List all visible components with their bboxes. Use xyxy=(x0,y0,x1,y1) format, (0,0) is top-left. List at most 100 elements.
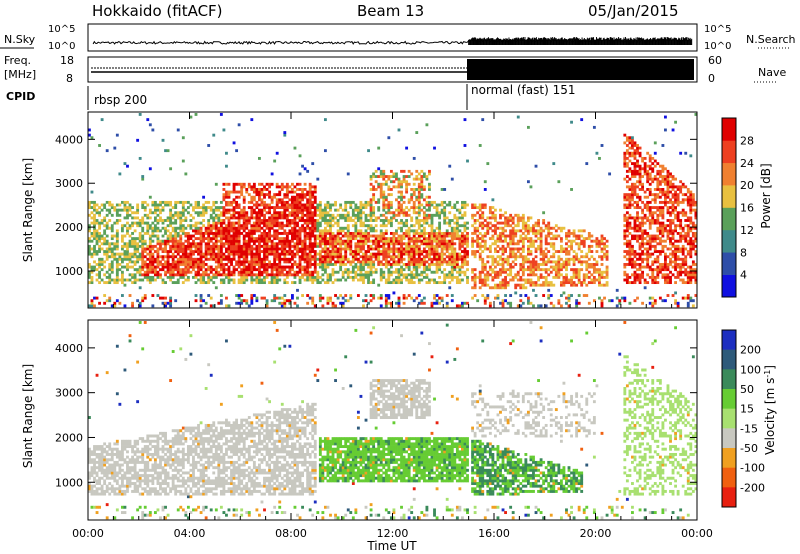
power-cell xyxy=(425,244,429,248)
power-cell xyxy=(334,260,337,264)
power-cell xyxy=(496,294,500,297)
power-cell xyxy=(159,200,162,204)
power-cell xyxy=(458,239,462,243)
power-cell xyxy=(232,221,236,225)
power-cell xyxy=(268,244,271,248)
power-cell xyxy=(146,224,150,228)
power-cell xyxy=(159,268,162,272)
power-cell xyxy=(420,270,424,274)
power-cell xyxy=(430,239,434,243)
power-cell xyxy=(197,211,200,215)
power-cell xyxy=(519,283,523,287)
power-cell xyxy=(288,301,292,305)
power-cell xyxy=(298,231,302,235)
power-cell xyxy=(392,216,396,220)
power-cell xyxy=(397,304,401,308)
power-cell xyxy=(293,200,297,204)
power-cell xyxy=(504,211,507,215)
power-cell xyxy=(471,216,474,220)
power-cell xyxy=(235,195,239,199)
power-cell xyxy=(296,188,299,191)
power-cell xyxy=(120,234,124,238)
power-cell xyxy=(141,219,145,222)
power-cell xyxy=(308,260,312,264)
power-cell xyxy=(103,203,107,207)
power-cell xyxy=(212,208,216,212)
power-cell xyxy=(126,255,129,259)
power-cell xyxy=(141,237,145,241)
power-cell xyxy=(313,206,317,210)
power-cell xyxy=(291,234,294,238)
power-cell xyxy=(245,231,249,235)
power-cell xyxy=(433,270,436,274)
power-cell xyxy=(159,219,162,222)
power-cell xyxy=(108,299,112,303)
power-cell xyxy=(225,190,228,194)
power-cell xyxy=(326,275,330,279)
power-cell xyxy=(237,206,241,210)
power-cell xyxy=(481,226,485,230)
nsky-tick-left-top: 10^5 xyxy=(48,24,75,35)
power-cell xyxy=(214,200,218,204)
power-cell xyxy=(298,182,302,186)
power-cell xyxy=(349,244,353,248)
power-cell xyxy=(417,250,421,253)
power-cell xyxy=(95,278,99,282)
power-cell xyxy=(103,216,107,220)
power-cell xyxy=(88,213,91,217)
power-cell xyxy=(415,250,419,253)
power-cell xyxy=(334,244,337,248)
power-cell xyxy=(369,213,373,217)
power-cell xyxy=(258,239,261,243)
power-cell xyxy=(153,200,157,204)
power-cell xyxy=(382,200,386,204)
power-cell xyxy=(113,146,117,150)
power-cell xyxy=(592,265,596,269)
power-cell xyxy=(448,234,452,238)
power-cell xyxy=(181,203,185,207)
power-cell xyxy=(120,281,124,285)
power-cell xyxy=(214,226,218,230)
power-cell xyxy=(359,275,363,279)
power-cell xyxy=(103,242,107,246)
power-cell xyxy=(575,299,579,303)
power-cell xyxy=(311,231,315,235)
power-cell xyxy=(372,198,376,202)
power-cell xyxy=(379,275,383,279)
power-cell xyxy=(397,128,401,132)
power-cell xyxy=(356,216,360,220)
power-cell xyxy=(529,239,533,243)
power-cell xyxy=(329,213,332,217)
freq-panel-frame xyxy=(87,56,698,83)
power-cell xyxy=(450,177,454,181)
power-cell xyxy=(341,234,345,238)
power-cell xyxy=(440,231,444,235)
power-cell xyxy=(110,260,114,264)
power-cell xyxy=(580,118,584,122)
power-cell xyxy=(473,252,477,256)
power-cell xyxy=(420,278,424,282)
power-cell xyxy=(532,242,535,246)
power-cell xyxy=(488,268,492,272)
power-cell xyxy=(397,211,401,215)
power-cell xyxy=(260,213,264,217)
power-cell xyxy=(453,221,457,225)
power-cell xyxy=(389,216,393,220)
power-cell xyxy=(146,263,150,266)
power-cell xyxy=(131,237,134,241)
power-cell xyxy=(567,299,571,303)
power-cell xyxy=(103,301,107,305)
power-cell xyxy=(222,188,226,191)
power-cell xyxy=(585,273,589,277)
power-cell xyxy=(504,281,507,285)
power-cell xyxy=(577,242,581,246)
power-cell xyxy=(595,270,599,274)
power-cell xyxy=(521,213,525,217)
power-cell xyxy=(526,237,530,241)
power-cell xyxy=(415,188,419,191)
power-cell xyxy=(306,216,310,220)
power-cell xyxy=(415,216,419,220)
power-cell xyxy=(318,239,322,243)
power-cell xyxy=(311,213,315,217)
power-cell xyxy=(334,239,337,243)
